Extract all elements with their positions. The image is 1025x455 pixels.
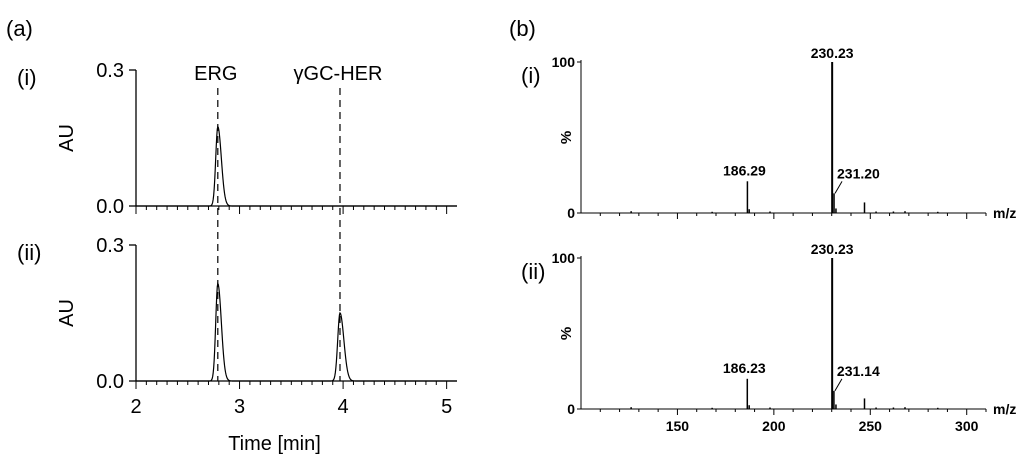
subpanel-label: (i) — [17, 65, 37, 90]
peak-annotation: ERG — [194, 63, 237, 85]
y-axis-label: % — [558, 131, 575, 144]
peak-label: 186.29 — [723, 162, 766, 178]
subpanel-label: (ii) — [521, 259, 545, 284]
chromatogram-1: 0.0 0.3 AU ERG γGC-HER — [56, 60, 457, 218]
peak-annotation: γGC-HER — [294, 63, 383, 85]
panel-label-a: (a) — [6, 16, 33, 41]
x-tick-label: 2 — [130, 396, 141, 418]
x-tick-label: 200 — [762, 418, 786, 434]
y-tick-label: 0.3 — [96, 60, 124, 82]
y-tick-label: 0 — [567, 401, 575, 417]
mass-spectrum-2: 0 100 150 200 250 300 m/z% 186.23 230.23 231.14 — [552, 241, 1017, 434]
mass-spectrum-1: 0 100 m/z% 186.29 230.23 231.20 — [552, 45, 1017, 221]
x-tick-label: 150 — [666, 418, 690, 434]
charts-group: 0.0 0.3 AU ERG γGC-HER 0.0 0.3 2 3 4 5 AU Time [min]… — [17, 45, 1016, 455]
peak-label-leader — [834, 378, 843, 392]
y-axis-label: % — [558, 327, 575, 340]
y-tick-label: 100 — [552, 54, 576, 70]
peak-label: 231.14 — [837, 363, 880, 379]
x-axis-label: m/z — [993, 205, 1016, 221]
y-axis-label: AU — [56, 124, 78, 152]
x-tick-label: 300 — [955, 418, 979, 434]
y-tick-label: 0.0 — [96, 196, 124, 218]
y-tick-label: 100 — [552, 250, 576, 266]
y-tick-label: 0.0 — [96, 371, 124, 393]
x-axis-label: m/z — [993, 401, 1016, 417]
x-tick-label: 250 — [859, 418, 883, 434]
x-tick-label: 4 — [338, 396, 349, 418]
chromatogram-2: 0.0 0.3 2 3 4 5 AU Time [min] — [56, 235, 457, 455]
y-tick-label: 0.3 — [96, 235, 124, 257]
chromatogram-trace — [136, 281, 457, 382]
x-tick-label: 3 — [234, 396, 245, 418]
peak-label: 231.20 — [837, 165, 880, 181]
x-axis-label: Time [min] — [228, 433, 321, 455]
x-tick-label: 5 — [441, 396, 452, 418]
subpanel-label: (i) — [521, 63, 541, 88]
y-tick-label: 0 — [567, 205, 575, 221]
peak-label: 186.23 — [723, 360, 766, 376]
y-axis-label: AU — [56, 299, 78, 327]
panel-label-b: (b) — [509, 16, 536, 41]
chromatogram-trace — [136, 125, 457, 207]
subpanel-label: (ii) — [17, 240, 41, 265]
peak-label: 230.23 — [811, 45, 854, 61]
peak-label-leader — [834, 181, 843, 194]
peak-label: 230.23 — [811, 241, 854, 257]
